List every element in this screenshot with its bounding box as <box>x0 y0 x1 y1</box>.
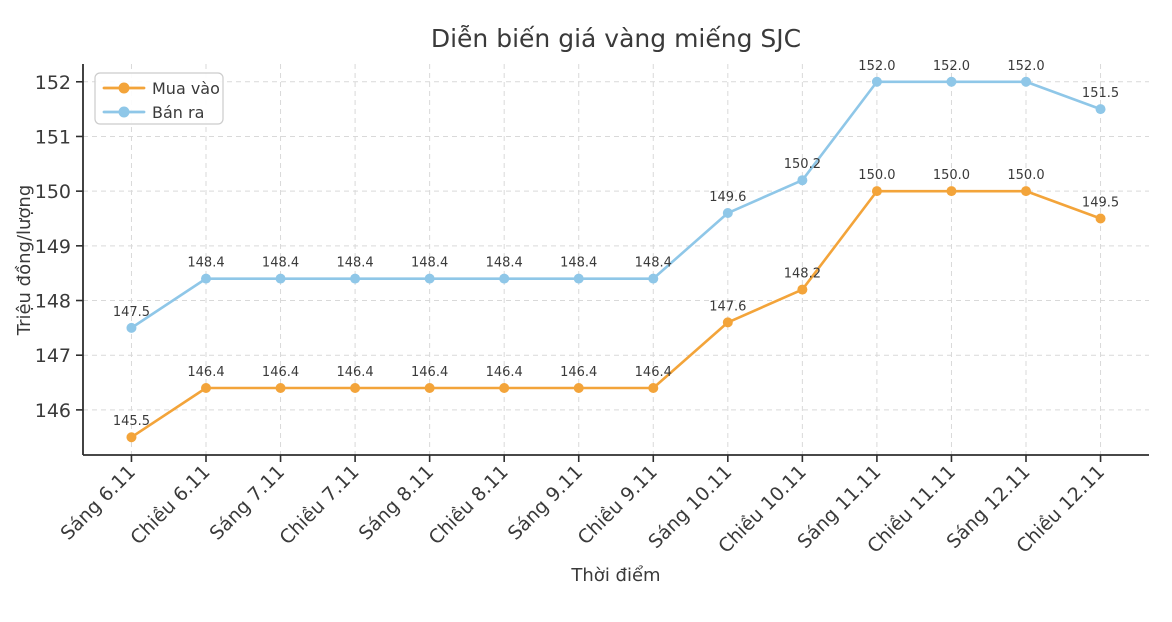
data-point-marker <box>871 186 882 197</box>
y-axis-tick-label: 151 <box>35 126 71 148</box>
x-axis-tick-label: Chiều 7.11 <box>275 461 363 549</box>
data-point-label: 146.4 <box>560 365 597 380</box>
data-point-label: 148.4 <box>336 256 373 271</box>
series-line <box>130 80 1102 330</box>
data-point-marker <box>1095 104 1106 115</box>
data-point-marker <box>424 383 435 394</box>
data-point-marker <box>573 273 584 284</box>
y-axis-tick-label: 146 <box>35 400 71 422</box>
data-point-label: 151.5 <box>1082 86 1119 101</box>
legend-label-mua-vao: Mua vào <box>152 79 220 98</box>
data-point-marker <box>871 76 882 87</box>
data-point-marker <box>499 383 510 394</box>
data-point-marker <box>722 317 733 328</box>
data-point-marker <box>1021 186 1031 197</box>
y-axis-tick-label: 148 <box>35 291 71 313</box>
data-point-marker <box>350 383 361 394</box>
data-point-marker <box>1021 76 1031 87</box>
data-point-label: 148.4 <box>635 256 672 271</box>
data-point-label: 147.5 <box>113 305 150 320</box>
data-point-label: 150.0 <box>1007 168 1044 183</box>
data-point-marker <box>275 273 286 284</box>
data-point-label: 146.4 <box>486 365 523 380</box>
y-axis-title: Triệu đồng/lượng <box>14 185 35 337</box>
legend: Mua vào Bán ra <box>94 72 224 125</box>
data-point-marker <box>350 273 361 284</box>
data-point-marker <box>1095 213 1106 224</box>
data-point-label: 152.0 <box>933 59 970 74</box>
data-point-marker <box>722 208 733 219</box>
data-point-label: 149.5 <box>1082 195 1119 210</box>
legend-item-mua-vao: Mua vào <box>102 79 220 98</box>
data-point-label: 146.4 <box>411 365 448 380</box>
data-point-marker <box>946 186 957 197</box>
chart-title: Diễn biến giá vàng miếng SJC <box>431 24 801 53</box>
data-point-label: 152.0 <box>1007 59 1044 74</box>
legend-marker-mua-vao <box>118 82 130 94</box>
data-point-marker <box>648 273 659 284</box>
data-point-label: 148.2 <box>784 267 821 282</box>
data-point-label: 149.6 <box>709 190 746 205</box>
x-axis-tick-label: Chiều 6.11 <box>126 461 214 549</box>
y-axis-tick-label: 152 <box>35 72 71 94</box>
y-axis-tick-label: 147 <box>35 345 71 367</box>
data-point-label: 148.4 <box>486 256 523 271</box>
grid <box>83 64 1149 455</box>
data-point-label: 150.0 <box>858 168 895 183</box>
series-line <box>130 189 1102 439</box>
legend-marker-ban-ra <box>118 106 130 118</box>
legend-item-ban-ra: Bán ra <box>102 103 204 122</box>
data-point-marker <box>275 383 286 394</box>
x-axis-title: Thời điểm <box>570 565 660 586</box>
data-point-label: 146.4 <box>187 365 224 380</box>
data-point-label: 152.0 <box>858 59 895 74</box>
data-point-label: 145.5 <box>113 414 150 429</box>
data-point-label: 147.6 <box>709 299 746 314</box>
data-point-marker <box>126 322 137 333</box>
series-Mua vào: 145.5 146.4 146.4 146.4 146.4 146.4 146.4 146.4… <box>113 168 1119 443</box>
data-point-label: 148.4 <box>187 256 224 271</box>
data-point-label: 148.4 <box>560 256 597 271</box>
data-point-label: 148.4 <box>262 256 299 271</box>
data-point-label: 148.4 <box>411 256 448 271</box>
y-axis-tick-label: 150 <box>35 181 71 203</box>
legend-label-ban-ra: Bán ra <box>152 103 204 122</box>
data-point-marker <box>797 175 808 186</box>
data-point-label: 146.4 <box>262 365 299 380</box>
data-point-label: 150.2 <box>784 157 821 172</box>
data-point-label: 146.4 <box>635 365 672 380</box>
data-point-label: 146.4 <box>336 365 373 380</box>
x-axis-tick-label: Chiều 8.11 <box>425 461 513 549</box>
data-point-marker <box>201 273 211 284</box>
data-point-marker <box>648 383 659 394</box>
data-point-marker <box>797 284 808 295</box>
data-point-marker <box>126 432 137 443</box>
y-axis-tick-label: 149 <box>35 236 71 258</box>
data-point-marker <box>946 76 957 87</box>
data-point-marker <box>201 383 211 394</box>
series-Bán ra: 147.5 148.4 148.4 148.4 148.4 148.4 148.4 148.4… <box>113 59 1119 333</box>
data-point-marker <box>573 383 584 394</box>
data-point-label: 150.0 <box>933 168 970 183</box>
data-point-marker <box>424 273 435 284</box>
data-point-marker <box>499 273 510 284</box>
